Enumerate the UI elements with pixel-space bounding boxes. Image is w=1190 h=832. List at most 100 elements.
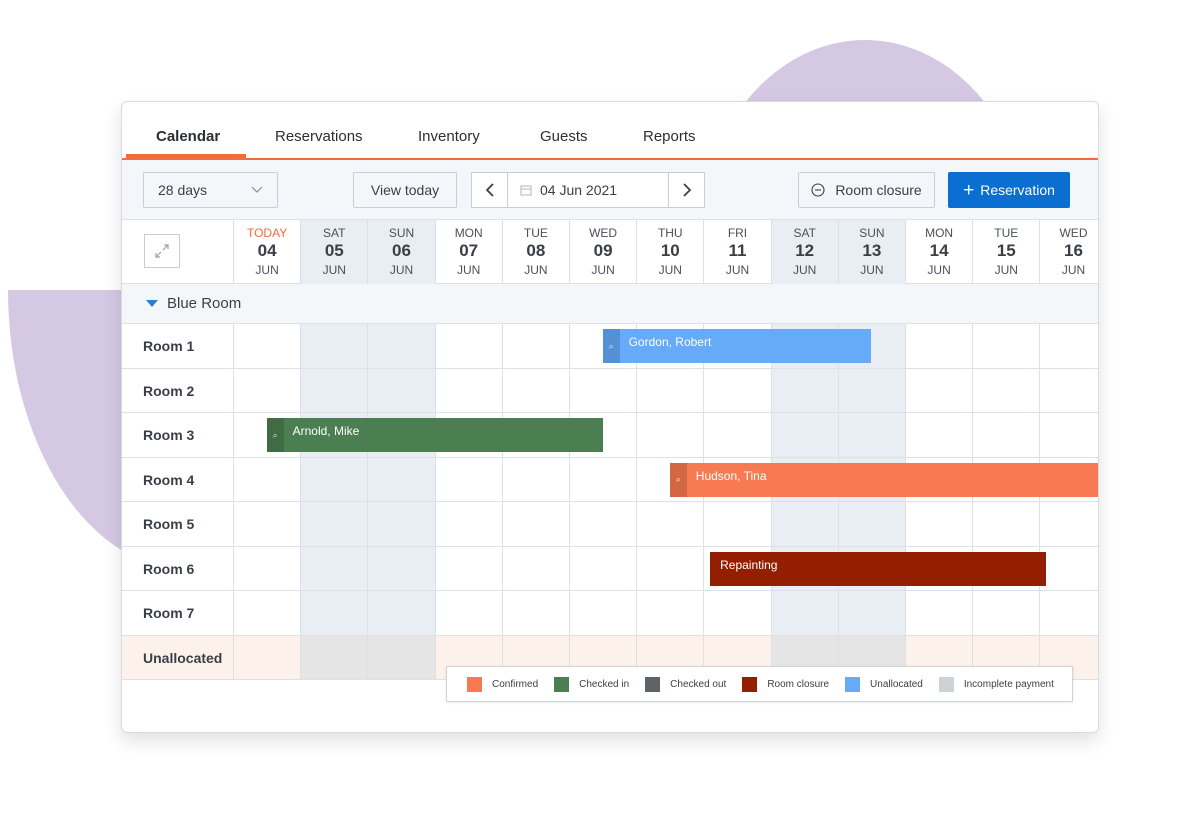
calendar-cell[interactable] <box>569 368 636 412</box>
calendar-cell[interactable] <box>972 635 1039 679</box>
tab-guests[interactable]: Guests <box>540 128 588 145</box>
calendar-cell[interactable] <box>233 635 300 679</box>
calendar-cell[interactable] <box>367 635 435 679</box>
calendar-cell[interactable] <box>233 457 300 501</box>
calendar-cell[interactable] <box>367 546 435 590</box>
search-icon[interactable]: ⌕ <box>602 329 620 363</box>
date-field[interactable]: 04 Jun 2021 <box>508 182 668 198</box>
booking-bar[interactable]: Repainting <box>710 551 1047 586</box>
calendar-cell[interactable] <box>636 457 703 501</box>
calendar-cell[interactable] <box>636 591 703 635</box>
calendar-cell[interactable] <box>501 324 569 368</box>
calendar-cell[interactable] <box>300 324 368 368</box>
calendar-cell[interactable] <box>636 502 703 546</box>
calendar-cell[interactable] <box>1039 413 1098 457</box>
calendar-cell[interactable] <box>569 546 636 590</box>
calendar-cell[interactable] <box>569 502 636 546</box>
calendar-cell[interactable] <box>770 368 838 412</box>
calendar-cell[interactable] <box>703 502 770 546</box>
calendar-cell[interactable] <box>367 368 435 412</box>
calendar-cell[interactable] <box>703 368 770 412</box>
calendar-cell[interactable] <box>300 502 368 546</box>
calendar-cell[interactable] <box>837 368 905 412</box>
calendar-cell[interactable] <box>1039 324 1098 368</box>
calendar-cell[interactable] <box>434 368 502 412</box>
expand-button[interactable] <box>144 234 180 268</box>
calendar-cell[interactable] <box>905 591 972 635</box>
calendar-cell[interactable] <box>367 457 435 501</box>
calendar-cell[interactable] <box>300 457 368 501</box>
calendar-cell[interactable] <box>233 591 300 635</box>
calendar-cell[interactable] <box>569 457 636 501</box>
booking-bar[interactable]: ⌕ Gordon, Robert <box>602 329 872 363</box>
calendar-cell[interactable] <box>905 502 972 546</box>
calendar-cell[interactable] <box>300 546 368 590</box>
calendar-cell[interactable] <box>501 502 569 546</box>
calendar-cell[interactable] <box>233 368 300 412</box>
calendar-cell[interactable] <box>703 546 770 590</box>
calendar-cell[interactable] <box>501 591 569 635</box>
calendar-cell[interactable] <box>636 635 703 679</box>
range-select[interactable]: 28 days <box>143 172 278 208</box>
calendar-cell[interactable] <box>837 591 905 635</box>
calendar-cell[interactable] <box>569 635 636 679</box>
calendar-cell[interactable] <box>233 502 300 546</box>
tab-inventory[interactable]: Inventory <box>418 128 480 145</box>
booking-bar[interactable]: ⌕ Arnold, Mike <box>266 418 603 452</box>
calendar-cell[interactable] <box>770 502 838 546</box>
calendar-cell[interactable] <box>972 368 1039 412</box>
calendar-cell[interactable] <box>905 635 972 679</box>
calendar-cell[interactable] <box>300 591 368 635</box>
calendar-cell[interactable] <box>905 324 972 368</box>
calendar-cell[interactable] <box>233 546 300 590</box>
calendar-cell[interactable] <box>233 413 300 457</box>
calendar-cell[interactable] <box>972 324 1039 368</box>
calendar-cell[interactable] <box>501 635 569 679</box>
calendar-cell[interactable] <box>636 368 703 412</box>
calendar-cell[interactable] <box>501 546 569 590</box>
prev-date-button[interactable] <box>472 173 508 207</box>
tab-calendar[interactable]: Calendar <box>156 128 221 145</box>
calendar-cell[interactable] <box>770 591 838 635</box>
calendar-cell[interactable] <box>434 546 502 590</box>
calendar-cell[interactable] <box>972 591 1039 635</box>
calendar-cell[interactable] <box>569 324 636 368</box>
calendar-cell[interactable] <box>300 635 368 679</box>
calendar-cell[interactable] <box>501 457 569 501</box>
calendar-cell[interactable] <box>1039 502 1098 546</box>
room-closure-button[interactable]: Room closure <box>798 172 935 208</box>
tab-reports[interactable]: Reports <box>643 128 696 145</box>
calendar-cell[interactable] <box>703 635 770 679</box>
calendar-cell[interactable] <box>703 591 770 635</box>
calendar-cell[interactable] <box>434 635 502 679</box>
calendar-cell[interactable] <box>434 457 502 501</box>
calendar-cell[interactable] <box>233 324 300 368</box>
calendar-cell[interactable] <box>434 324 502 368</box>
calendar-cell[interactable] <box>434 591 502 635</box>
calendar-cell[interactable] <box>1039 368 1098 412</box>
calendar-cell[interactable] <box>972 502 1039 546</box>
calendar-cell[interactable] <box>1039 546 1098 590</box>
search-icon[interactable]: ⌕ <box>266 418 284 452</box>
tab-reservations[interactable]: Reservations <box>275 128 363 145</box>
calendar-cell[interactable] <box>972 413 1039 457</box>
calendar-cell[interactable] <box>905 413 972 457</box>
calendar-cell[interactable] <box>367 591 435 635</box>
calendar-cell[interactable] <box>636 546 703 590</box>
calendar-cell[interactable] <box>569 591 636 635</box>
calendar-cell[interactable] <box>837 413 905 457</box>
calendar-cell[interactable] <box>501 368 569 412</box>
room-group-blue-room[interactable]: Blue Room <box>122 284 1098 324</box>
booking-bar[interactable]: ⌕ Hudson, Tina <box>669 462 1098 497</box>
calendar-cell[interactable] <box>837 502 905 546</box>
view-today-button[interactable]: View today <box>353 172 457 208</box>
calendar-cell[interactable] <box>300 368 368 412</box>
calendar-cell[interactable] <box>434 502 502 546</box>
calendar-cell[interactable] <box>703 413 770 457</box>
calendar-cell[interactable] <box>367 324 435 368</box>
calendar-cell[interactable] <box>636 413 703 457</box>
calendar-cell[interactable] <box>905 368 972 412</box>
add-reservation-button[interactable]: + Reservation <box>948 172 1070 208</box>
calendar-cell[interactable] <box>367 502 435 546</box>
calendar-cell[interactable] <box>770 413 838 457</box>
